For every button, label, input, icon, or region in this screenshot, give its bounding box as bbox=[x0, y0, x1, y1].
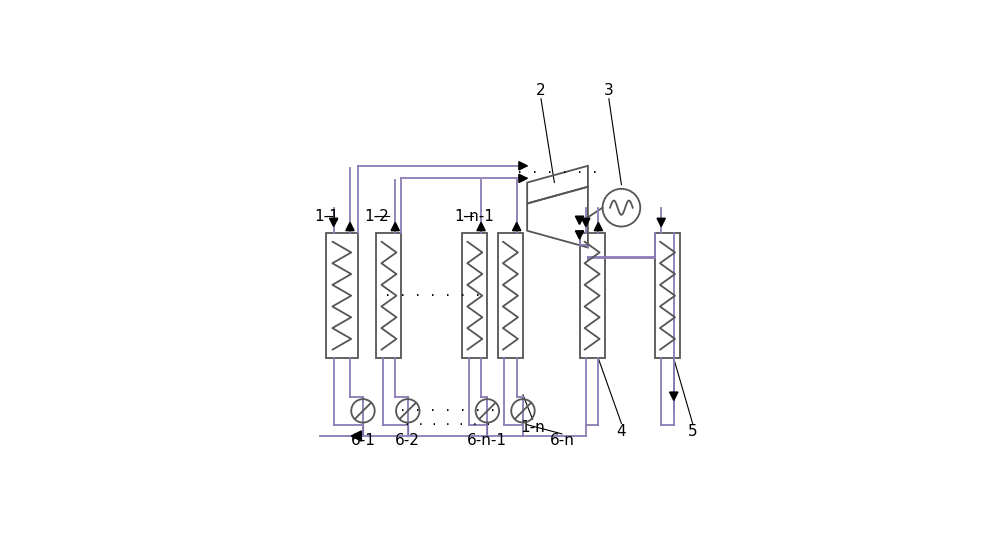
Polygon shape bbox=[670, 392, 678, 400]
Text: 6-2: 6-2 bbox=[395, 432, 420, 448]
Text: · · · · · · ·: · · · · · · · bbox=[404, 419, 491, 430]
Polygon shape bbox=[519, 162, 527, 170]
Polygon shape bbox=[513, 222, 521, 231]
Text: · · · · · ·: · · · · · · bbox=[516, 165, 599, 178]
Polygon shape bbox=[391, 222, 399, 231]
Polygon shape bbox=[582, 218, 590, 226]
Bar bbox=[498, 233, 523, 358]
Text: 1-n: 1-n bbox=[520, 420, 545, 435]
Polygon shape bbox=[594, 222, 603, 231]
Text: 2: 2 bbox=[536, 83, 546, 98]
Text: 1-n-1: 1-n-1 bbox=[454, 208, 494, 224]
Text: 6-n: 6-n bbox=[549, 432, 574, 448]
Polygon shape bbox=[477, 222, 485, 231]
Bar bbox=[326, 233, 358, 358]
Text: · · · · · · ·: · · · · · · · bbox=[384, 289, 482, 302]
Polygon shape bbox=[346, 222, 354, 231]
Polygon shape bbox=[329, 218, 338, 226]
Polygon shape bbox=[657, 218, 665, 226]
Bar bbox=[655, 233, 680, 358]
Bar bbox=[580, 233, 605, 358]
Text: 6-1: 6-1 bbox=[351, 432, 375, 448]
Text: 5: 5 bbox=[688, 424, 697, 440]
Text: 4: 4 bbox=[617, 424, 626, 440]
Bar bbox=[376, 233, 401, 358]
Polygon shape bbox=[575, 231, 584, 239]
Text: 1-1: 1-1 bbox=[315, 208, 340, 224]
Text: 3: 3 bbox=[604, 83, 614, 98]
Text: 1-2: 1-2 bbox=[364, 208, 389, 224]
Polygon shape bbox=[351, 431, 361, 441]
Text: · · · · · · ·: · · · · · · · bbox=[399, 404, 496, 417]
Bar bbox=[462, 233, 487, 358]
Polygon shape bbox=[575, 216, 584, 225]
Polygon shape bbox=[519, 174, 527, 183]
Text: 6-n-1: 6-n-1 bbox=[467, 432, 507, 448]
